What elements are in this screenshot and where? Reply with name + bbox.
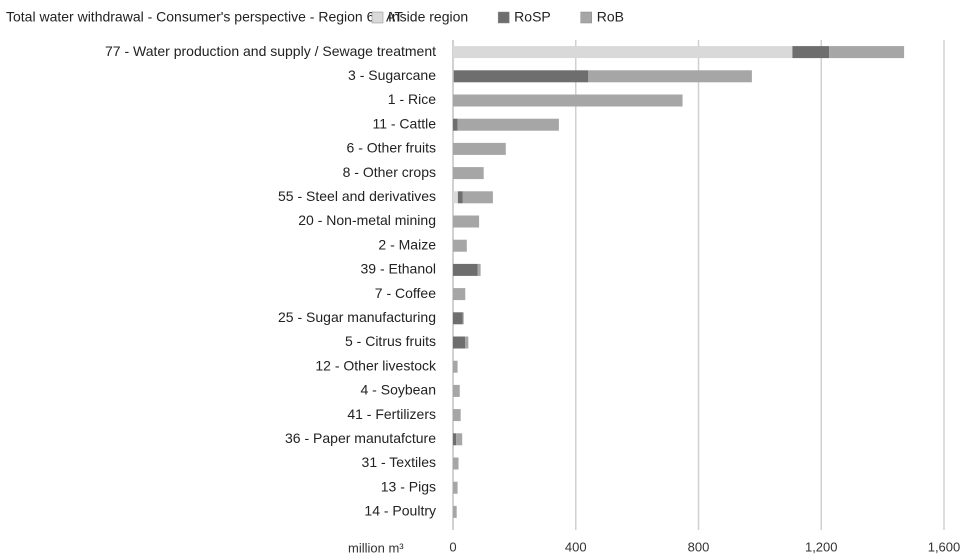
y-tick-label: 14 - Poultry (364, 503, 436, 519)
bar-segment (453, 384, 460, 397)
bar-segment (453, 409, 461, 422)
legend-swatch (580, 11, 592, 24)
bar-segment (792, 46, 830, 59)
y-tick-label: 13 - Pigs (381, 478, 436, 494)
y-tick-label: 31 - Textiles (362, 454, 436, 470)
bar-segment (453, 215, 480, 228)
y-tick-label: 55 - Steel and derivatives (278, 188, 436, 204)
bar-segment (453, 288, 466, 301)
bar-segment (453, 94, 683, 107)
x-tick-label: 1,200 (805, 539, 838, 554)
bar-segment (453, 70, 454, 83)
bar-segment (829, 46, 905, 59)
y-tick-label: 1 - Rice (388, 91, 436, 107)
legend-swatch (371, 11, 384, 24)
legend-label: Inside region (388, 9, 468, 25)
y-tick-label: 2 - Maize (378, 236, 436, 252)
y-tick-label: 4 - Soybean (361, 382, 437, 398)
bar-segment (462, 312, 464, 325)
x-tick-label: 0 (449, 539, 456, 554)
y-tick-label: 7 - Coffee (375, 285, 436, 301)
bar-segment (453, 191, 458, 204)
bar-segment (453, 142, 506, 155)
bar-segment (456, 433, 463, 446)
legend-label: RoB (597, 9, 624, 25)
y-tick-label: 5 - Citrus fruits (345, 333, 436, 349)
bar-segment (465, 336, 469, 349)
bar-segment (453, 505, 457, 518)
chart-title: Total water withdrawal - Consumer's pers… (6, 9, 403, 25)
bar-segment (453, 70, 589, 83)
bar-segment (453, 433, 457, 446)
y-tick-label: 41 - Fertilizers (347, 406, 436, 422)
bar-segment (588, 70, 752, 83)
bar-segment (453, 239, 467, 252)
bar-segment (453, 263, 478, 276)
x-tick-label: 800 (688, 539, 710, 554)
y-tick-label: 39 - Ethanol (361, 261, 437, 277)
bar-segment (457, 191, 463, 204)
bar-segment (453, 312, 463, 325)
x-tick-label: 400 (565, 539, 587, 554)
x-tick-label: 1,600 (928, 539, 961, 554)
bar-segment (453, 481, 458, 494)
bar-segment (453, 118, 458, 131)
bar-segment (477, 263, 481, 276)
x-axis-label: million m³ (348, 540, 404, 555)
bar-segment (453, 336, 466, 349)
y-tick-label: 20 - Non-metal mining (298, 212, 436, 228)
bar-segment (457, 118, 559, 131)
y-tick-label: 25 - Sugar manufacturing (278, 309, 436, 325)
legend-swatch (497, 11, 510, 24)
y-tick-label: 12 - Other livestock (315, 357, 437, 373)
bar-segment (453, 457, 459, 470)
legend-label: RoSP (514, 9, 551, 25)
y-tick-label: 8 - Other crops (343, 164, 436, 180)
y-tick-label: 36 - Paper manutafcture (285, 430, 436, 446)
bar-segment (453, 360, 458, 373)
y-tick-label: 6 - Other fruits (347, 140, 436, 156)
bar-segment (453, 167, 484, 180)
bar-segment (462, 191, 493, 204)
y-tick-label: 77 - Water production and supply / Sewag… (105, 43, 436, 59)
y-tick-label: 3 - Sugarcane (348, 67, 436, 83)
bar-segment (453, 46, 793, 59)
y-tick-label: 11 - Cattle (372, 115, 436, 131)
